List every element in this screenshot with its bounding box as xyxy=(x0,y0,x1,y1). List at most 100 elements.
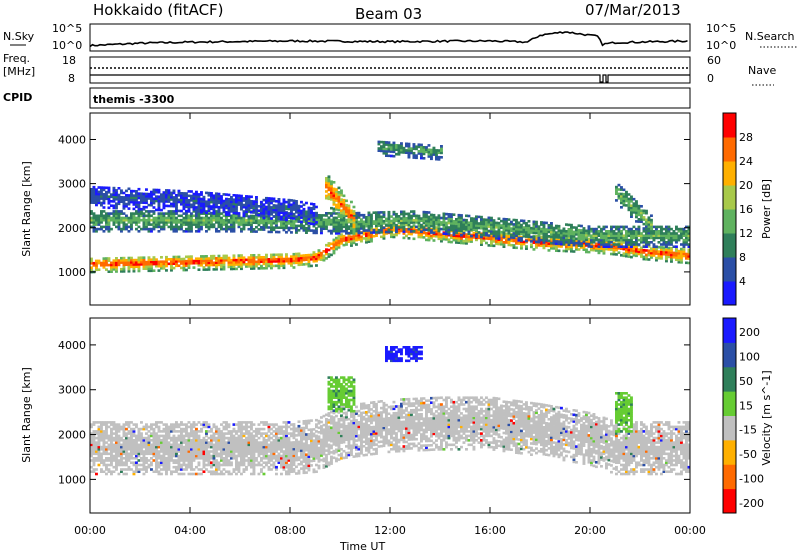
heatmap-cell xyxy=(412,210,416,213)
heatmap-cell xyxy=(105,432,108,435)
heatmap-cell xyxy=(115,265,118,269)
heatmap-cell xyxy=(147,218,151,222)
heatmap-cell xyxy=(142,457,146,460)
heatmap-cell xyxy=(140,441,143,444)
heatmap-cell xyxy=(630,211,633,214)
heatmap-cell xyxy=(627,199,631,203)
heatmap-cell xyxy=(262,223,266,227)
heatmap-cell xyxy=(625,243,628,246)
heatmap-cell xyxy=(225,459,228,462)
heatmap-cell xyxy=(102,197,106,200)
heatmap-cell xyxy=(277,213,281,216)
heatmap-cell xyxy=(445,221,448,225)
heatmap-cell xyxy=(190,439,193,442)
heatmap-cell xyxy=(282,226,286,230)
heatmap-cell xyxy=(202,421,206,424)
heatmap-cell xyxy=(625,195,628,198)
heatmap-cell xyxy=(307,222,311,225)
heatmap-cell xyxy=(250,256,253,259)
heatmap-cell xyxy=(212,194,216,197)
heatmap-cell xyxy=(115,436,118,440)
heatmap-cell xyxy=(180,443,183,447)
heatmap-cell xyxy=(500,238,503,242)
heatmap-cell xyxy=(247,216,251,220)
heatmap-cell xyxy=(132,198,136,202)
heatmap-cell xyxy=(490,223,493,226)
heatmap-cell xyxy=(265,207,268,211)
heatmap-cell xyxy=(385,143,388,146)
heatmap-cell xyxy=(642,241,646,244)
heatmap-cell xyxy=(90,216,93,220)
heatmap-cell xyxy=(230,230,233,233)
cpid-value: themis -3300 xyxy=(93,93,175,106)
heatmap-cell xyxy=(120,191,123,195)
heatmap-cell xyxy=(135,441,138,444)
heatmap-cell xyxy=(207,209,211,212)
heatmap-cell xyxy=(212,425,216,429)
heatmap-cell xyxy=(230,445,233,449)
heatmap-cell xyxy=(560,242,563,246)
heatmap-cell xyxy=(270,266,273,270)
heatmap-cell xyxy=(202,443,206,447)
heatmap-cell xyxy=(305,262,308,266)
heatmap-cell xyxy=(390,148,393,151)
heatmap-cell xyxy=(512,246,516,249)
heatmap-cell xyxy=(375,217,378,221)
heatmap-cell xyxy=(502,217,506,221)
heatmap-cell xyxy=(377,147,381,150)
heatmap-cell xyxy=(150,201,153,205)
heatmap-cell xyxy=(277,230,281,234)
heatmap-cell xyxy=(132,443,136,447)
heatmap-cell xyxy=(325,179,328,182)
heatmap-cell xyxy=(157,264,161,268)
heatmap-cell xyxy=(565,241,568,244)
heatmap-cell xyxy=(347,238,351,241)
heatmap-cell xyxy=(232,214,236,218)
heatmap-cell xyxy=(170,218,173,222)
heatmap-cell xyxy=(602,234,606,237)
heatmap-cell xyxy=(177,439,181,442)
heatmap-cell xyxy=(107,218,111,222)
heatmap-cell xyxy=(682,248,686,251)
heatmap-cell xyxy=(250,206,253,210)
heatmap-cell xyxy=(450,226,453,229)
heatmap-cell xyxy=(217,430,221,433)
heatmap-cell xyxy=(270,212,273,216)
heatmap-cell xyxy=(180,262,183,265)
heatmap-cell xyxy=(115,202,118,205)
heatmap-cell xyxy=(207,459,211,462)
heatmap-cell xyxy=(435,218,438,222)
heatmap-cell xyxy=(467,230,471,233)
heatmap-cell xyxy=(120,457,123,460)
heatmap-cell xyxy=(92,448,96,451)
heatmap-cell xyxy=(200,257,203,260)
heatmap-cell xyxy=(102,210,106,213)
heatmap-cell xyxy=(650,232,653,235)
heatmap-cell xyxy=(590,248,593,252)
heatmap-cell xyxy=(215,259,218,262)
heatmap-cell xyxy=(167,204,171,208)
heatmap-cell xyxy=(137,212,141,215)
heatmap-cell xyxy=(305,215,308,218)
heatmap-cell xyxy=(455,229,458,232)
heatmap-cell xyxy=(417,221,421,224)
heatmap-cell xyxy=(230,432,233,435)
heatmap-cell xyxy=(365,220,368,223)
heatmap-cell xyxy=(600,230,603,233)
heatmap-cell xyxy=(117,261,121,264)
heatmap-cell xyxy=(560,233,563,237)
heatmap-cell xyxy=(512,218,516,222)
heatmap-cell xyxy=(660,238,663,242)
heatmap-cell xyxy=(147,192,151,196)
heatmap-cell xyxy=(600,241,603,244)
heatmap-cell xyxy=(382,152,386,155)
heatmap-cell xyxy=(372,231,376,234)
heatmap-cell xyxy=(665,232,668,235)
heatmap-cell xyxy=(212,443,216,447)
heatmap-cell xyxy=(652,236,656,240)
heatmap-cell xyxy=(115,432,118,435)
heatmap-cell xyxy=(230,216,233,220)
heatmap-cell xyxy=(137,427,141,431)
heatmap-cell xyxy=(155,450,158,453)
heatmap-cell xyxy=(642,218,646,221)
